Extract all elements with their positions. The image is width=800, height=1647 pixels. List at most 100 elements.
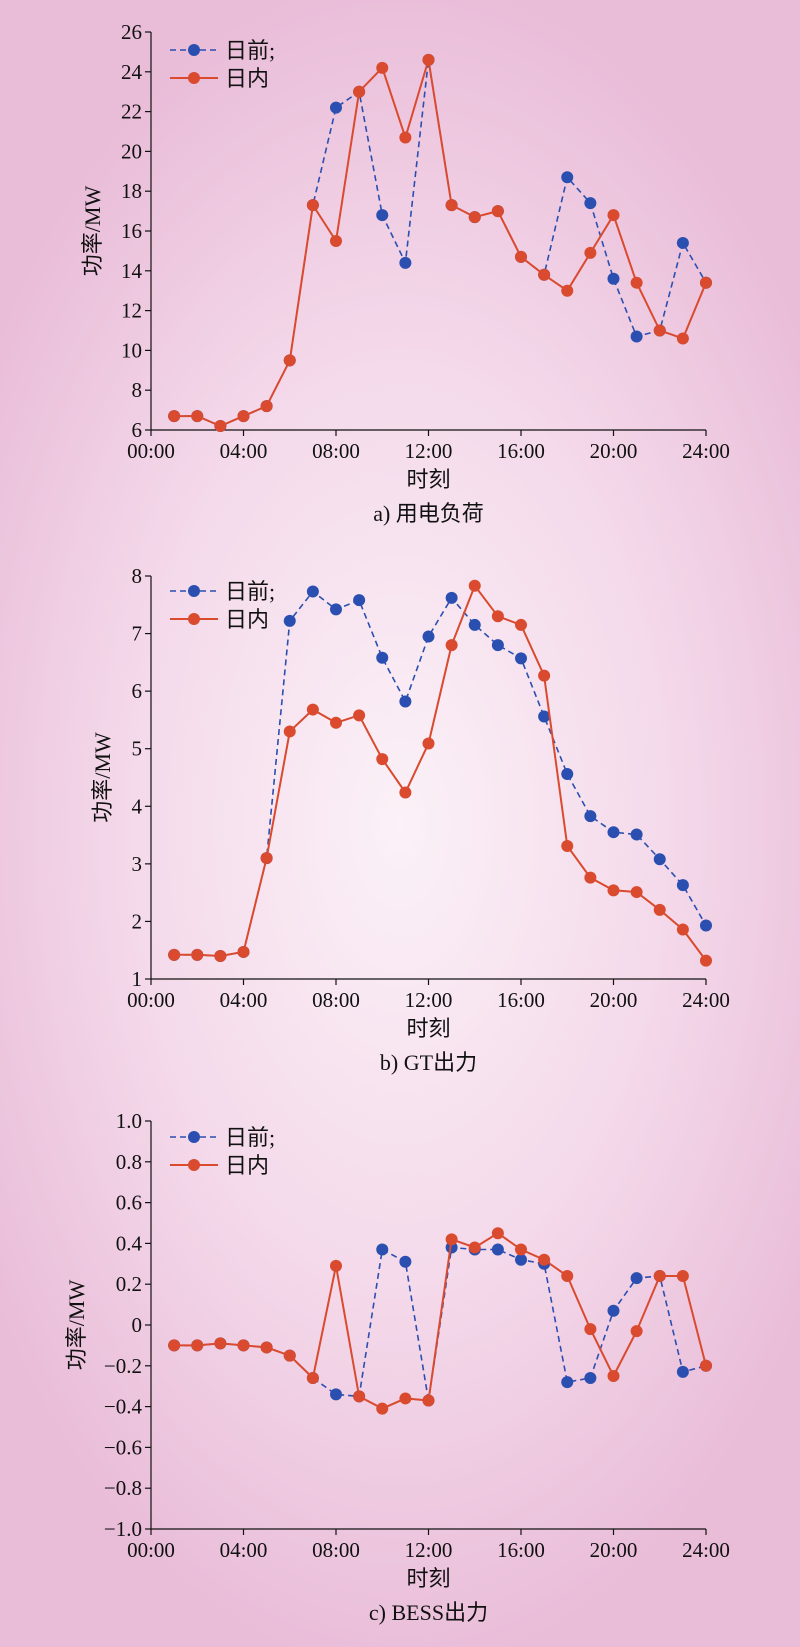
data-point	[584, 810, 597, 823]
data-point	[283, 725, 296, 738]
data-point	[700, 954, 712, 967]
data-point	[376, 1243, 389, 1256]
data-point	[653, 853, 666, 866]
data-point	[584, 1323, 597, 1336]
data-point	[630, 828, 643, 841]
x-tick-label: 00:00	[127, 1538, 175, 1562]
chart-panel-2: 1 2 3 4 5 6 7 8 00:00 04:00 08:00 12:00 16:00 20:00 24…	[90, 564, 730, 1075]
y-tick-label: −1.0	[104, 1517, 142, 1541]
data-point	[607, 272, 620, 285]
legend-label: 日前;	[225, 1125, 275, 1150]
x-tick-label: 20:00	[590, 439, 638, 463]
data-point	[607, 1370, 620, 1382]
data-point	[561, 1270, 574, 1283]
data-point	[607, 1304, 620, 1317]
x-tick-label: 12:00	[405, 988, 453, 1012]
data-point	[491, 639, 504, 652]
data-point	[422, 1394, 435, 1407]
data-point	[399, 1255, 412, 1268]
data-point	[422, 737, 435, 750]
data-point	[491, 610, 504, 623]
data-point	[330, 716, 342, 729]
legend-swatch-marker	[188, 72, 200, 84]
data-point	[214, 949, 227, 962]
y-tick-label: 12	[121, 299, 142, 323]
series-line	[174, 590, 707, 957]
data-point	[353, 1390, 366, 1403]
data-point	[515, 1253, 527, 1266]
data-point	[214, 1337, 227, 1350]
data-point	[191, 410, 204, 423]
data-point	[676, 236, 689, 249]
data-point	[630, 1325, 643, 1338]
x-axis-title: 时刻	[406, 1566, 450, 1591]
y-tick-label: 14	[121, 259, 143, 283]
data-point	[330, 1259, 342, 1272]
data-point	[330, 1388, 342, 1401]
y-tick-label: 7	[132, 622, 143, 646]
y-tick-label: 0.4	[116, 1231, 143, 1255]
data-point	[445, 591, 458, 604]
data-point	[353, 594, 366, 607]
y-tick-label: 2	[132, 909, 143, 933]
y-tick-label: 26	[121, 20, 142, 44]
series-line	[174, 1232, 707, 1410]
data-point	[330, 101, 342, 114]
legend-label: 日前;	[225, 38, 275, 63]
data-point	[399, 786, 412, 799]
x-tick-label: 08:00	[312, 439, 360, 463]
chart-panel-3: −1.0 −0.8 −0.6 −0.4 −0.2 0 0.2 0.4 0.6 0.8 1.0 00:0…	[64, 1109, 730, 1625]
series-day-ahead	[168, 53, 712, 433]
data-point	[306, 1372, 319, 1385]
data-point	[306, 585, 319, 598]
legend-label: 日前;	[225, 579, 275, 604]
data-point	[191, 1339, 204, 1352]
data-point	[376, 209, 389, 222]
data-point	[561, 1376, 574, 1389]
data-point	[630, 1272, 643, 1285]
data-point	[676, 923, 689, 936]
data-point	[491, 1243, 504, 1256]
legend-swatch-marker	[188, 585, 200, 597]
y-tick-label: 8	[132, 378, 143, 402]
y-tick-label: −0.6	[104, 1435, 142, 1459]
legend-label: 日内	[225, 1153, 269, 1178]
data-point	[468, 211, 481, 224]
data-point	[630, 886, 643, 899]
x-tick-label: 08:00	[312, 1538, 360, 1562]
data-point	[283, 1349, 296, 1362]
y-tick-label: 0	[132, 1313, 143, 1337]
data-point	[491, 1227, 504, 1240]
data-point	[468, 1241, 481, 1254]
data-point	[330, 603, 342, 616]
chart-caption: b) GT出力	[380, 1050, 477, 1075]
data-point	[283, 614, 296, 627]
x-tick-label: 08:00	[312, 988, 360, 1012]
y-tick-label: −0.8	[104, 1476, 142, 1500]
legend-label: 日内	[225, 607, 269, 632]
x-tick-label: 16:00	[497, 988, 545, 1012]
y-tick-label: 6	[132, 679, 143, 703]
data-point	[260, 400, 273, 413]
data-point	[468, 618, 481, 631]
data-point	[584, 197, 597, 210]
legend-swatch-marker	[188, 613, 200, 625]
data-point	[561, 768, 574, 781]
data-point	[422, 53, 435, 66]
y-tick-label: 0.2	[116, 1272, 142, 1296]
x-axis-title: 时刻	[406, 467, 450, 492]
data-point	[353, 85, 366, 98]
data-point	[214, 420, 227, 433]
x-tick-label: 20:00	[590, 1538, 638, 1562]
x-tick-label: 04:00	[220, 988, 268, 1012]
y-tick-label: 18	[121, 179, 142, 203]
data-point	[376, 753, 389, 766]
y-axis-title: 功率/MW	[64, 1280, 89, 1371]
x-tick-label: 04:00	[220, 439, 268, 463]
data-point	[399, 695, 412, 708]
data-point	[237, 1339, 250, 1352]
x-tick-label: 00:00	[127, 988, 175, 1012]
x-tick-label: 00:00	[127, 439, 175, 463]
data-point	[538, 268, 551, 281]
data-point	[399, 131, 412, 144]
